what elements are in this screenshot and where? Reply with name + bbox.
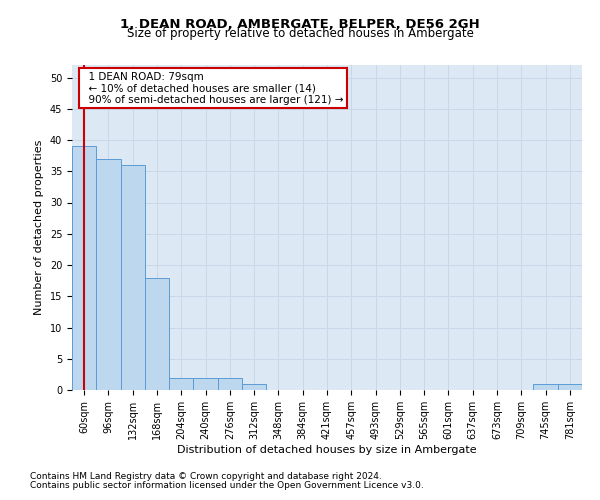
Text: Contains HM Land Registry data © Crown copyright and database right 2024.: Contains HM Land Registry data © Crown c… xyxy=(30,472,382,481)
X-axis label: Distribution of detached houses by size in Ambergate: Distribution of detached houses by size … xyxy=(177,444,477,454)
Y-axis label: Number of detached properties: Number of detached properties xyxy=(34,140,44,315)
Text: Contains public sector information licensed under the Open Government Licence v3: Contains public sector information licen… xyxy=(30,481,424,490)
Text: 1, DEAN ROAD, AMBERGATE, BELPER, DE56 2GH: 1, DEAN ROAD, AMBERGATE, BELPER, DE56 2G… xyxy=(120,18,480,30)
Bar xyxy=(96,159,121,390)
Bar xyxy=(242,384,266,390)
Text: 1 DEAN ROAD: 79sqm
  ← 10% of detached houses are smaller (14)
  90% of semi-det: 1 DEAN ROAD: 79sqm ← 10% of detached hou… xyxy=(82,72,344,104)
Bar xyxy=(145,278,169,390)
Bar xyxy=(558,384,582,390)
Bar xyxy=(169,378,193,390)
Text: Size of property relative to detached houses in Ambergate: Size of property relative to detached ho… xyxy=(127,28,473,40)
Bar xyxy=(218,378,242,390)
Bar xyxy=(121,165,145,390)
Bar xyxy=(72,146,96,390)
Bar xyxy=(193,378,218,390)
Bar xyxy=(533,384,558,390)
